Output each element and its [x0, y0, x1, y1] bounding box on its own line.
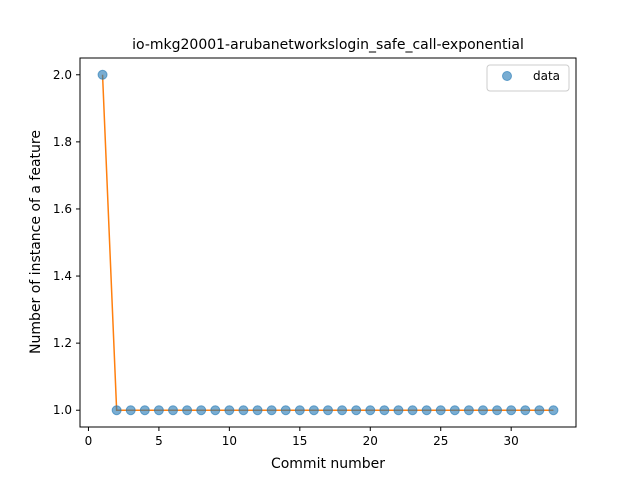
data-point [210, 405, 221, 416]
data-point [506, 405, 517, 416]
axes-layer: 0 5 10 15 20 25 30 1.0 1.2 1.4 1.6 1.8 2.0 [53, 57, 577, 448]
data-point [168, 405, 178, 416]
y-axis-label: Number of instance of a feature [28, 130, 44, 354]
data-point [294, 405, 305, 416]
data-point [478, 405, 488, 416]
y-tick-label: 1.6 [53, 202, 72, 216]
x-tick-label: 10 [222, 434, 237, 448]
data-point [196, 405, 207, 416]
data-point [435, 405, 446, 416]
data-point [111, 405, 122, 416]
y-tick-label: 1.8 [53, 135, 72, 149]
data-point [337, 405, 348, 416]
legend-label-data: data [533, 69, 560, 83]
data-point [280, 405, 291, 416]
data-point [182, 405, 193, 416]
data-point [520, 405, 531, 416]
data-point [365, 405, 376, 416]
data-point [139, 405, 150, 416]
data-point [492, 405, 503, 416]
x-tick-label: 20 [363, 434, 378, 448]
data-point [449, 405, 460, 416]
data-point [407, 405, 418, 416]
x-tick-label: 5 [155, 434, 163, 448]
data-point [238, 405, 249, 416]
x-tick-label: 15 [292, 434, 307, 448]
x-axis-label: Commit number [271, 456, 385, 472]
axes-frame [79, 57, 577, 428]
data-point [224, 405, 235, 416]
data-point [97, 69, 108, 80]
chart-title: io-mkg20001-arubanetworkslogin_safe_call… [132, 37, 524, 53]
data-point [548, 405, 559, 416]
x-tick-label: 0 [85, 434, 93, 448]
data-point [463, 405, 474, 416]
y-tick-label: 1.2 [53, 336, 72, 350]
data-point [393, 405, 404, 416]
data-point [125, 405, 136, 416]
y-tick-label: 1.0 [53, 403, 72, 417]
data-point [323, 405, 333, 416]
y-tick-label: 2.0 [53, 68, 72, 82]
data-point [379, 405, 390, 416]
data-point [266, 405, 277, 416]
x-tick-label: 25 [433, 434, 448, 448]
data-point [351, 405, 362, 416]
data-point [153, 405, 164, 416]
y-tick-label: 1.4 [53, 269, 72, 283]
plot-layer [97, 69, 559, 416]
x-tick-label: 30 [504, 434, 519, 448]
data-point [421, 405, 432, 416]
data-point [308, 405, 319, 416]
legend-marker-data [502, 71, 512, 81]
data-point [252, 405, 263, 416]
data-point [534, 405, 545, 416]
legend: data [486, 64, 570, 92]
